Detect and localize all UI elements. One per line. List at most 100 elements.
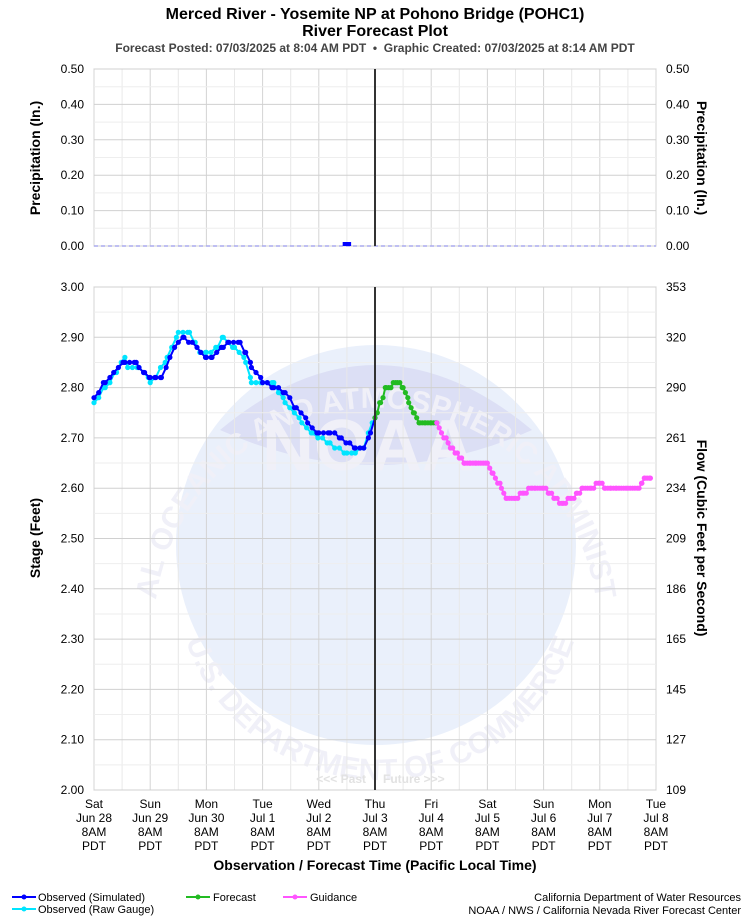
data-point-observed-simulated (133, 359, 139, 365)
data-point-observed-simulated (226, 339, 232, 345)
data-point-observed-simulated (258, 374, 264, 381)
time-tick-label: Sun (140, 797, 161, 811)
data-point-guidance (647, 475, 654, 481)
time-tick-label: PDT (475, 839, 500, 853)
data-point-observed-raw-gauge (102, 385, 108, 391)
data-point-observed-simulated (102, 380, 108, 386)
data-point-observed-simulated (203, 354, 209, 360)
time-tick-label: 8AM (363, 825, 388, 839)
flow-axis-label: Flow (Cubic Feet per Second) (694, 440, 710, 637)
data-point-observed-raw-gauge (315, 435, 321, 441)
data-point-observed-raw-gauge (275, 390, 282, 396)
data-point-observed-simulated (264, 380, 270, 386)
data-point-observed-raw-gauge (247, 374, 253, 381)
time-tick-label: Thu (365, 797, 386, 811)
stage-axis-label: Stage (Feet) (27, 498, 43, 578)
data-point-observed-simulated (163, 364, 169, 371)
data-point-guidance (577, 490, 583, 496)
time-tick-label: Jul 8 (643, 811, 669, 825)
data-point-observed-raw-gauge (173, 334, 179, 340)
data-point-observed-raw-gauge (280, 395, 286, 401)
time-tick-label: PDT (363, 839, 388, 853)
data-point-observed-raw-gauge (96, 395, 102, 401)
data-point-observed-simulated (298, 410, 304, 416)
legend-observed-simulated: Observed (Simulated) (38, 892, 145, 904)
data-point-observed-raw-gauge (299, 420, 305, 426)
data-point-observed-simulated (247, 359, 253, 365)
data-point-observed-simulated (343, 440, 349, 446)
data-point-observed-simulated (189, 339, 195, 345)
time-tick-label: 8AM (250, 825, 275, 839)
stage-tick-label: 2.80 (61, 381, 85, 395)
data-point-observed-simulated (209, 354, 215, 360)
flow-tick-label: 234 (666, 481, 686, 495)
series-guidance (434, 420, 654, 506)
time-tick-label: Jul 4 (419, 811, 445, 825)
flow-tick-label: 290 (666, 381, 686, 395)
data-point-observed-simulated (186, 339, 192, 345)
stage-tick-label: 2.50 (61, 532, 85, 546)
legend-guidance: Guidance (310, 892, 357, 904)
data-point-observed-simulated (282, 390, 288, 396)
stage-tick-label: 2.70 (61, 431, 85, 445)
data-point-guidance (434, 420, 440, 426)
time-tick-label: 8AM (138, 825, 163, 839)
data-point-guidance (554, 495, 560, 501)
chart-subtitle: River Forecast Plot (302, 23, 449, 40)
data-point-observed-raw-gauge (180, 329, 186, 335)
stage-tick-label: 3.00 (61, 280, 85, 294)
precip-left-tick-label: 0.50 (61, 62, 85, 76)
data-point-observed-simulated (347, 440, 353, 446)
flow-tick-label: 145 (666, 682, 686, 696)
data-point-forecast (406, 400, 412, 406)
data-point-forecast (380, 395, 386, 401)
data-point-observed-raw-gauge (243, 359, 249, 365)
stage-tick-label: 2.90 (61, 330, 85, 344)
precipitation-bars (342, 242, 352, 246)
data-point-observed-raw-gauge (319, 435, 326, 441)
flow-tick-label: 209 (666, 532, 686, 546)
forecast-posted-text: Forecast Posted: 07/03/2025 at 8:04 AM P… (115, 41, 635, 55)
data-point-guidance (571, 495, 577, 501)
data-point-observed-raw-gauge (349, 450, 355, 456)
flow-tick-label: 165 (666, 632, 686, 646)
data-point-observed-raw-gauge (125, 364, 131, 371)
flow-tick-label: 353 (666, 280, 686, 294)
time-tick-label: Mon (195, 797, 218, 811)
data-point-observed-simulated (303, 415, 309, 421)
stage-panel: 2.00 2.10 2.20 2.30 2.40 2.50 2.60 2.70 2.80 2.90… (27, 69, 710, 873)
data-point-observed-raw-gauge (291, 410, 297, 416)
data-point-observed-simulated (220, 344, 226, 350)
data-point-observed-raw-gauge (282, 400, 288, 406)
data-point-observed-raw-gauge (287, 405, 293, 411)
data-point-guidance (599, 480, 605, 486)
data-point-guidance (436, 425, 442, 431)
time-tick-label: PDT (532, 839, 557, 853)
precip-right-tick-label: 0.50 (666, 62, 690, 76)
data-point-observed-simulated (293, 405, 299, 411)
precip-bar (342, 242, 352, 246)
data-point-guidance (492, 475, 498, 481)
series-observed-simulated (91, 334, 378, 451)
data-point-observed-raw-gauge (220, 334, 226, 340)
data-point-guidance (563, 500, 569, 506)
time-tick-label: Mon (588, 797, 611, 811)
data-point-forecast (388, 385, 394, 391)
data-point-forecast (397, 380, 403, 386)
precip-left-tick-label: 0.10 (61, 204, 85, 218)
time-tick-label: PDT (251, 839, 276, 853)
time-tick-label: Tue (646, 797, 667, 811)
data-point-observed-simulated (316, 430, 322, 436)
data-point-observed-simulated (198, 349, 204, 355)
time-tick-label: Sat (85, 797, 104, 811)
data-point-observed-simulated (338, 435, 344, 441)
data-point-observed-raw-gauge (332, 445, 338, 451)
precip-right-tick-label: 0.10 (666, 204, 690, 218)
data-point-observed-raw-gauge (208, 349, 214, 355)
data-point-guidance (445, 440, 451, 446)
data-point-observed-simulated (122, 359, 128, 365)
data-point-forecast (378, 400, 384, 406)
data-point-guidance (484, 460, 490, 466)
time-tick-label: Jun 30 (188, 811, 224, 825)
